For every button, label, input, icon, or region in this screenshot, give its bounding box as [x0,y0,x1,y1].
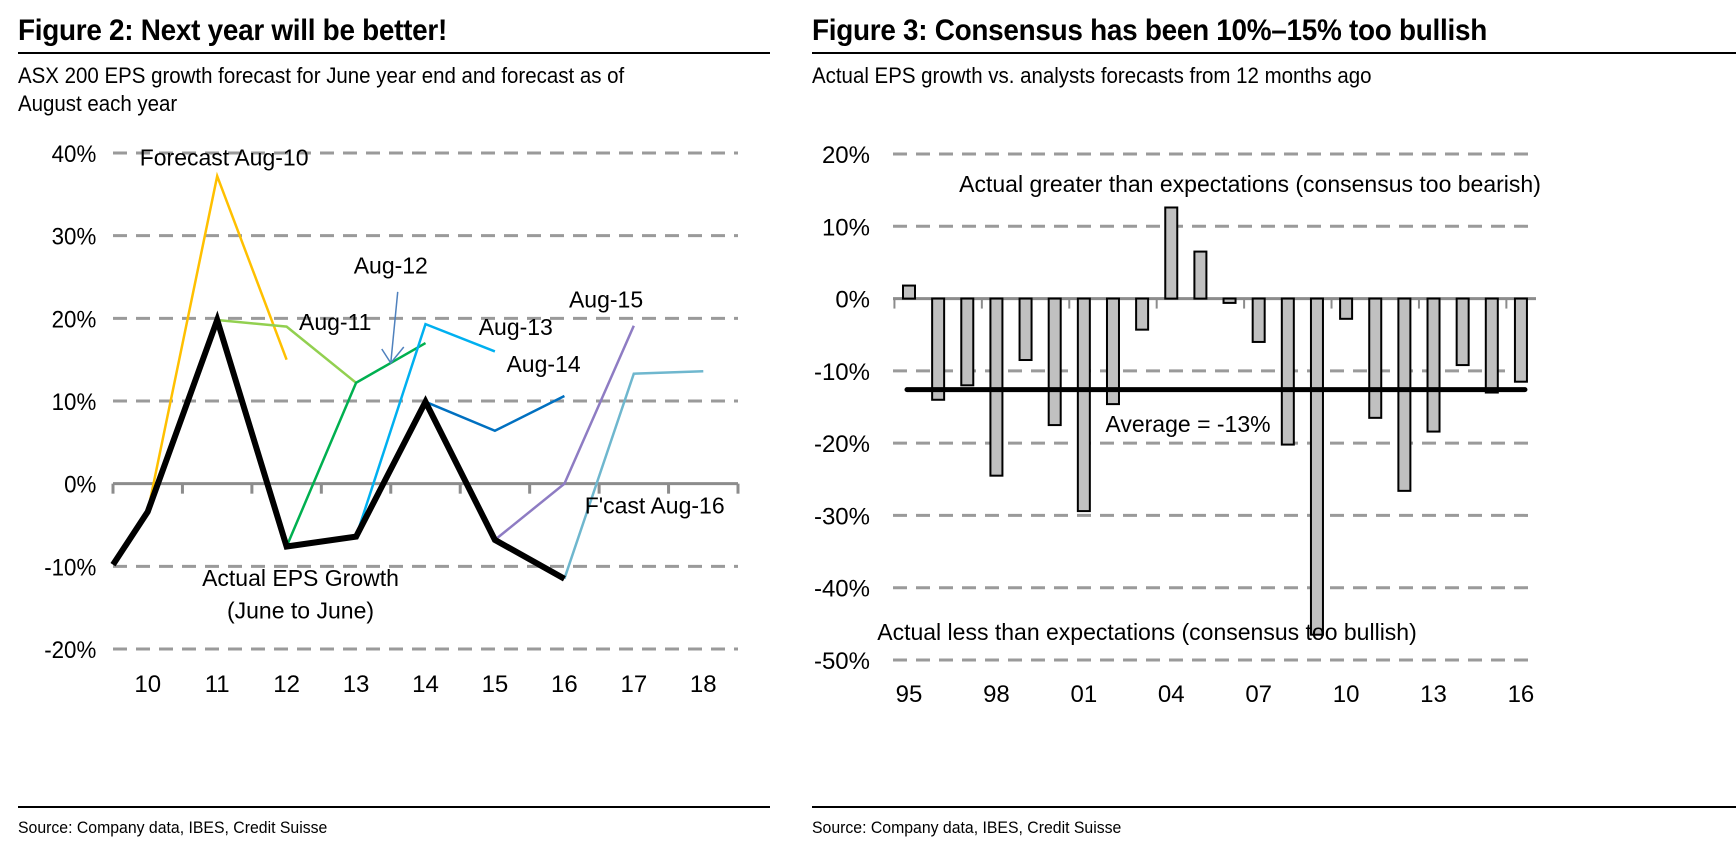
x-tick-label: 10 [134,671,161,698]
bar-05 [1193,250,1208,300]
x-tick-label: 16 [551,671,578,698]
annotation-june-to-june: (June to June) [227,597,374,623]
bar-04 [1164,206,1179,300]
bar-99 [1018,297,1033,362]
figure-3-source: Source: Company data, IBES, Credit Suiss… [812,818,1122,837]
bar-14 [1455,297,1470,367]
average-label: Average = -13% [1105,411,1270,437]
y-tick-label: 30% [52,223,97,250]
bar-10 [1339,297,1354,320]
series-line-aug-13 [354,322,496,537]
x-tick-label: 13 [1420,681,1447,708]
x-tick-label: 07 [1245,681,1272,708]
annotation-aug-12: Aug-12 [354,253,428,279]
x-tick-label: 12 [273,671,300,698]
aug-12-arrow-head [381,346,405,365]
annotation-aug-13: Aug-13 [479,314,553,340]
y-tick-label: -40% [814,576,870,603]
figure-3-bar-chart: 20% 10% 0% -10% -20% -30% -40% -50% Average = -1… [814,142,1541,708]
bar-13 [1426,297,1441,433]
figure-2-subtitle: ASX 200 EPS growth forecast for June yea… [18,62,624,118]
x-tick-label: 10 [1333,681,1360,708]
figure-2-line-chart: 40% 30% 20% 10% 0% -10% -20% 10 11 12 13 14 15 16 17 18… [44,140,740,698]
figure-3-panel: Figure 3: Consensus has been 10%–15% too… [800,0,1736,851]
y-tick-label: -10% [44,554,96,581]
bar-00 [1047,297,1062,427]
bar-01 [1076,297,1091,513]
x-tick-label: 18 [690,671,717,698]
bar-98 [989,297,1004,477]
aug-12-arrow-shaft [390,291,399,364]
y-tick-label: 20% [822,142,870,169]
y-tick-label: 0% [64,471,96,498]
figure-2-source: Source: Company data, IBES, Credit Suiss… [18,818,328,837]
x-tick-label: 15 [482,671,509,698]
figure-2-bottom-rule [18,806,770,808]
annotation-consensus-too-bullish: Actual less than expectations (consensus… [877,619,1417,645]
annotation-consensus-too-bearish: Actual greater than expectations (consen… [959,171,1541,197]
series-line-aug-14 [425,394,565,433]
series-line-aug-12 [285,342,427,547]
figure-3-subtitle: Actual EPS growth vs. analysts forecasts… [812,62,1371,90]
bar-02 [1105,297,1120,406]
y-tick-label: -20% [44,636,96,663]
y-tick-label: -20% [814,431,870,458]
bar-95 [902,284,916,300]
y-tick-label: -10% [814,359,870,386]
figure-2-subtitle-line2: August each year [18,91,178,116]
figure-3-title: Figure 3: Consensus has been 10%–15% too… [812,14,1487,47]
annotation-f-cast-aug-16: F'cast Aug-16 [585,492,725,518]
x-tick-label: 13 [343,671,370,698]
series-line-aug-11 [217,318,357,384]
y-tick-label: 20% [52,306,97,333]
annotation-forecast-aug-10: Forecast Aug-10 [140,144,309,170]
bar-16 [1513,297,1528,383]
x-tick-label: 11 [205,671,230,698]
figure-2-subtitle-line1: ASX 200 EPS growth forecast for June yea… [18,63,625,88]
annotation-aug-15: Aug-15 [569,287,643,313]
bar-11 [1368,297,1383,419]
x-tick-label: 14 [412,671,439,698]
annotation-aug-11: Aug-11 [299,309,371,335]
series-line-forecast-aug-10 [146,171,288,513]
series-line-f-cast-aug-16 [563,369,704,580]
bar-08 [1280,297,1295,446]
figure-3-bottom-rule [812,806,1736,808]
bar-07 [1251,297,1266,343]
bar-15 [1484,297,1499,394]
x-tick-label: 04 [1158,681,1185,708]
y-tick-label: -30% [814,503,870,530]
bar-06 [1222,297,1237,304]
series-line-actual-eps-growth-june-to-june [110,310,566,582]
bar-09 [1309,297,1324,636]
x-tick-label: 98 [983,681,1010,708]
y-tick-label: -50% [814,648,870,675]
annotation-aug-14: Aug-14 [506,351,580,377]
bar-12 [1397,297,1412,492]
x-tick-label: 16 [1508,681,1535,708]
figure-3-subtitle-line1: Actual EPS growth vs. analysts forecasts… [812,63,1372,88]
figure-3-title-rule [812,52,1736,54]
x-tick-label: 95 [896,681,923,708]
figure-2-title: Figure 2: Next year will be better! [18,14,448,47]
y-tick-label: 10% [822,214,870,241]
x-tick-label: 01 [1070,681,1097,708]
figure-2-title-rule [18,52,770,54]
series-line-aug-15 [494,325,635,541]
y-tick-label: 0% [835,287,870,314]
annotation-actual-eps-growth: Actual EPS Growth [202,565,399,591]
y-tick-label: 40% [52,140,97,167]
bar-97 [960,297,975,387]
figure-2-panel: Figure 2: Next year will be better! ASX … [0,0,800,851]
bar-03 [1135,297,1150,331]
y-tick-label: 10% [52,388,97,415]
bar-96 [931,297,946,401]
x-tick-label: 17 [620,671,647,698]
